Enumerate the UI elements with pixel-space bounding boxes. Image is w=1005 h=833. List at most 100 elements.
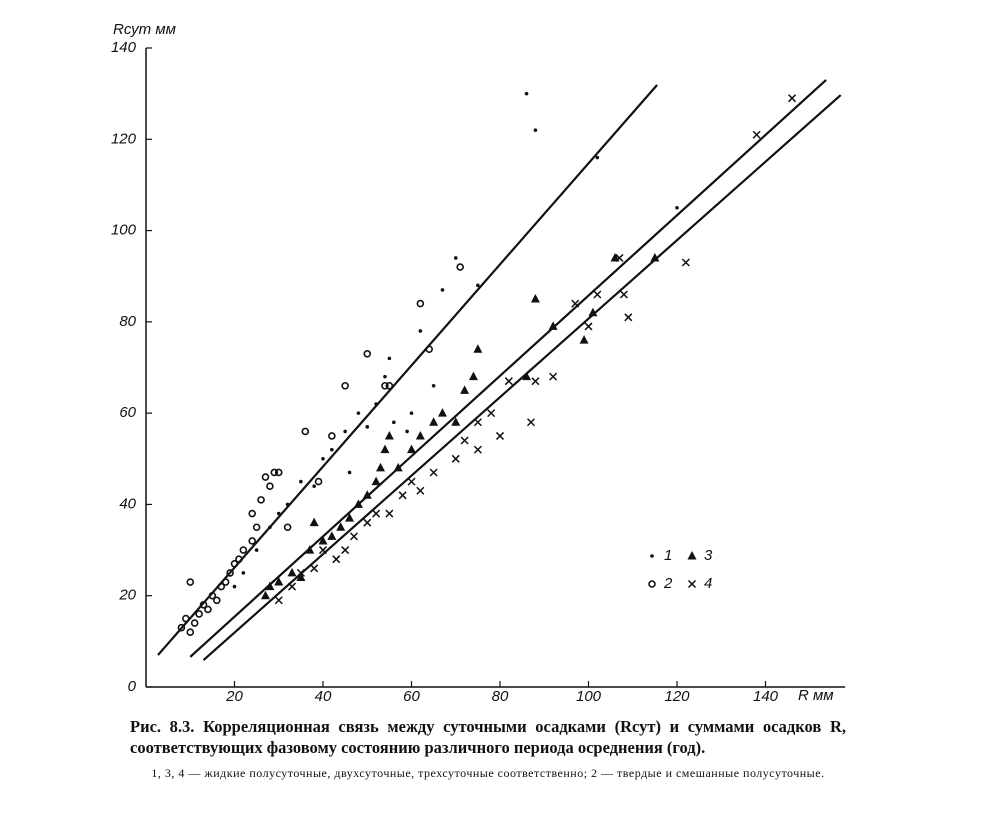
point-cross	[504, 377, 513, 386]
point-triangle	[362, 490, 372, 499]
y-tick-label: 60	[119, 404, 136, 421]
point-circle	[385, 381, 394, 390]
x-tick-label: 80	[492, 688, 509, 705]
point-cross	[619, 290, 628, 299]
point-circle	[182, 614, 190, 623]
point-circle	[257, 496, 265, 504]
legend-label: 4	[704, 575, 712, 592]
point-circle	[230, 559, 239, 568]
point-dot	[650, 554, 654, 558]
trend-line	[202, 94, 842, 661]
point-dot	[476, 283, 480, 288]
point-circle	[186, 628, 195, 637]
point-circle	[416, 299, 425, 308]
point-dot	[440, 288, 445, 292]
point-circle	[266, 482, 274, 490]
point-cross	[473, 445, 482, 454]
point-circle	[283, 523, 292, 532]
point-cross	[473, 418, 482, 427]
point-cross	[398, 491, 407, 500]
point-triangle	[336, 522, 346, 531]
point-cross	[571, 299, 580, 308]
point-dot	[347, 470, 352, 475]
point-dot	[254, 548, 259, 552]
point-triangle	[318, 535, 328, 545]
y-tick-label: 80	[119, 313, 136, 330]
point-circle	[425, 345, 434, 354]
point-dot	[365, 425, 370, 429]
point-triangle	[376, 462, 386, 472]
trend-line	[157, 84, 658, 656]
trend-line	[189, 79, 827, 658]
point-dot	[285, 502, 290, 507]
x-axis-label: R мм	[798, 687, 834, 704]
point-triangle	[530, 294, 540, 303]
point-triangle	[437, 408, 447, 417]
point-dot	[241, 571, 246, 575]
point-cross	[287, 582, 297, 591]
point-circle	[301, 427, 310, 436]
point-triangle	[473, 344, 483, 353]
point-cross	[416, 486, 425, 495]
point-dot	[595, 155, 600, 160]
point-circle	[213, 596, 221, 605]
point-triangle	[650, 252, 660, 262]
point-triangle	[522, 371, 532, 381]
point-dot	[312, 484, 316, 488]
point-cross	[341, 546, 350, 555]
x-tick-label: 60	[403, 688, 420, 705]
point-dot	[374, 402, 378, 406]
point-circle	[363, 350, 372, 358]
point-dot	[418, 329, 423, 333]
x-tick-label: 40	[315, 688, 332, 705]
point-dot	[392, 420, 396, 425]
caption: Рис. 8.3. Корреляционная связь между сут…	[130, 717, 846, 757]
y-tick-label: 20	[118, 587, 136, 604]
point-cross	[451, 454, 460, 463]
point-dot	[453, 256, 458, 260]
point-triangle	[305, 545, 315, 554]
point-circle	[248, 537, 256, 545]
point-triangle	[265, 581, 275, 591]
x-tick-label: 120	[664, 688, 690, 705]
point-cross	[788, 94, 797, 103]
point-triangle	[371, 476, 381, 486]
point-circle	[177, 623, 186, 632]
point-cross	[687, 579, 697, 589]
point-dot	[299, 479, 303, 484]
point-cross	[372, 509, 381, 518]
point-cross	[549, 372, 558, 381]
point-dot	[276, 511, 281, 516]
point-cross	[318, 546, 328, 555]
point-cross	[310, 564, 319, 573]
point-triangle	[274, 577, 284, 586]
y-tick-label: 0	[128, 678, 137, 695]
point-triangle	[429, 417, 439, 426]
point-dot	[232, 584, 237, 589]
point-circle	[204, 605, 212, 614]
legend-label: 1	[664, 547, 672, 564]
point-triangle	[579, 335, 589, 344]
point-dot	[321, 456, 325, 461]
point-cross	[681, 258, 690, 267]
point-cross	[296, 568, 305, 577]
point-triangle	[327, 531, 337, 540]
point-triangle	[451, 417, 461, 426]
point-cross	[349, 532, 359, 541]
point-circle	[186, 578, 195, 586]
legend-label: 3	[704, 547, 713, 564]
point-dot	[330, 447, 334, 452]
point-cross	[526, 418, 536, 427]
x-tick-label: 100	[576, 688, 602, 705]
point-circle	[235, 555, 243, 564]
point-triangle	[384, 430, 394, 440]
point-triangle	[260, 590, 270, 600]
legend-label: 2	[663, 575, 673, 592]
point-circle	[190, 619, 199, 627]
point-cross	[274, 596, 283, 605]
point-triangle	[353, 499, 363, 508]
point-circle	[274, 468, 283, 477]
point-triangle	[296, 572, 306, 581]
point-circle	[199, 601, 208, 609]
point-circle	[239, 546, 248, 554]
